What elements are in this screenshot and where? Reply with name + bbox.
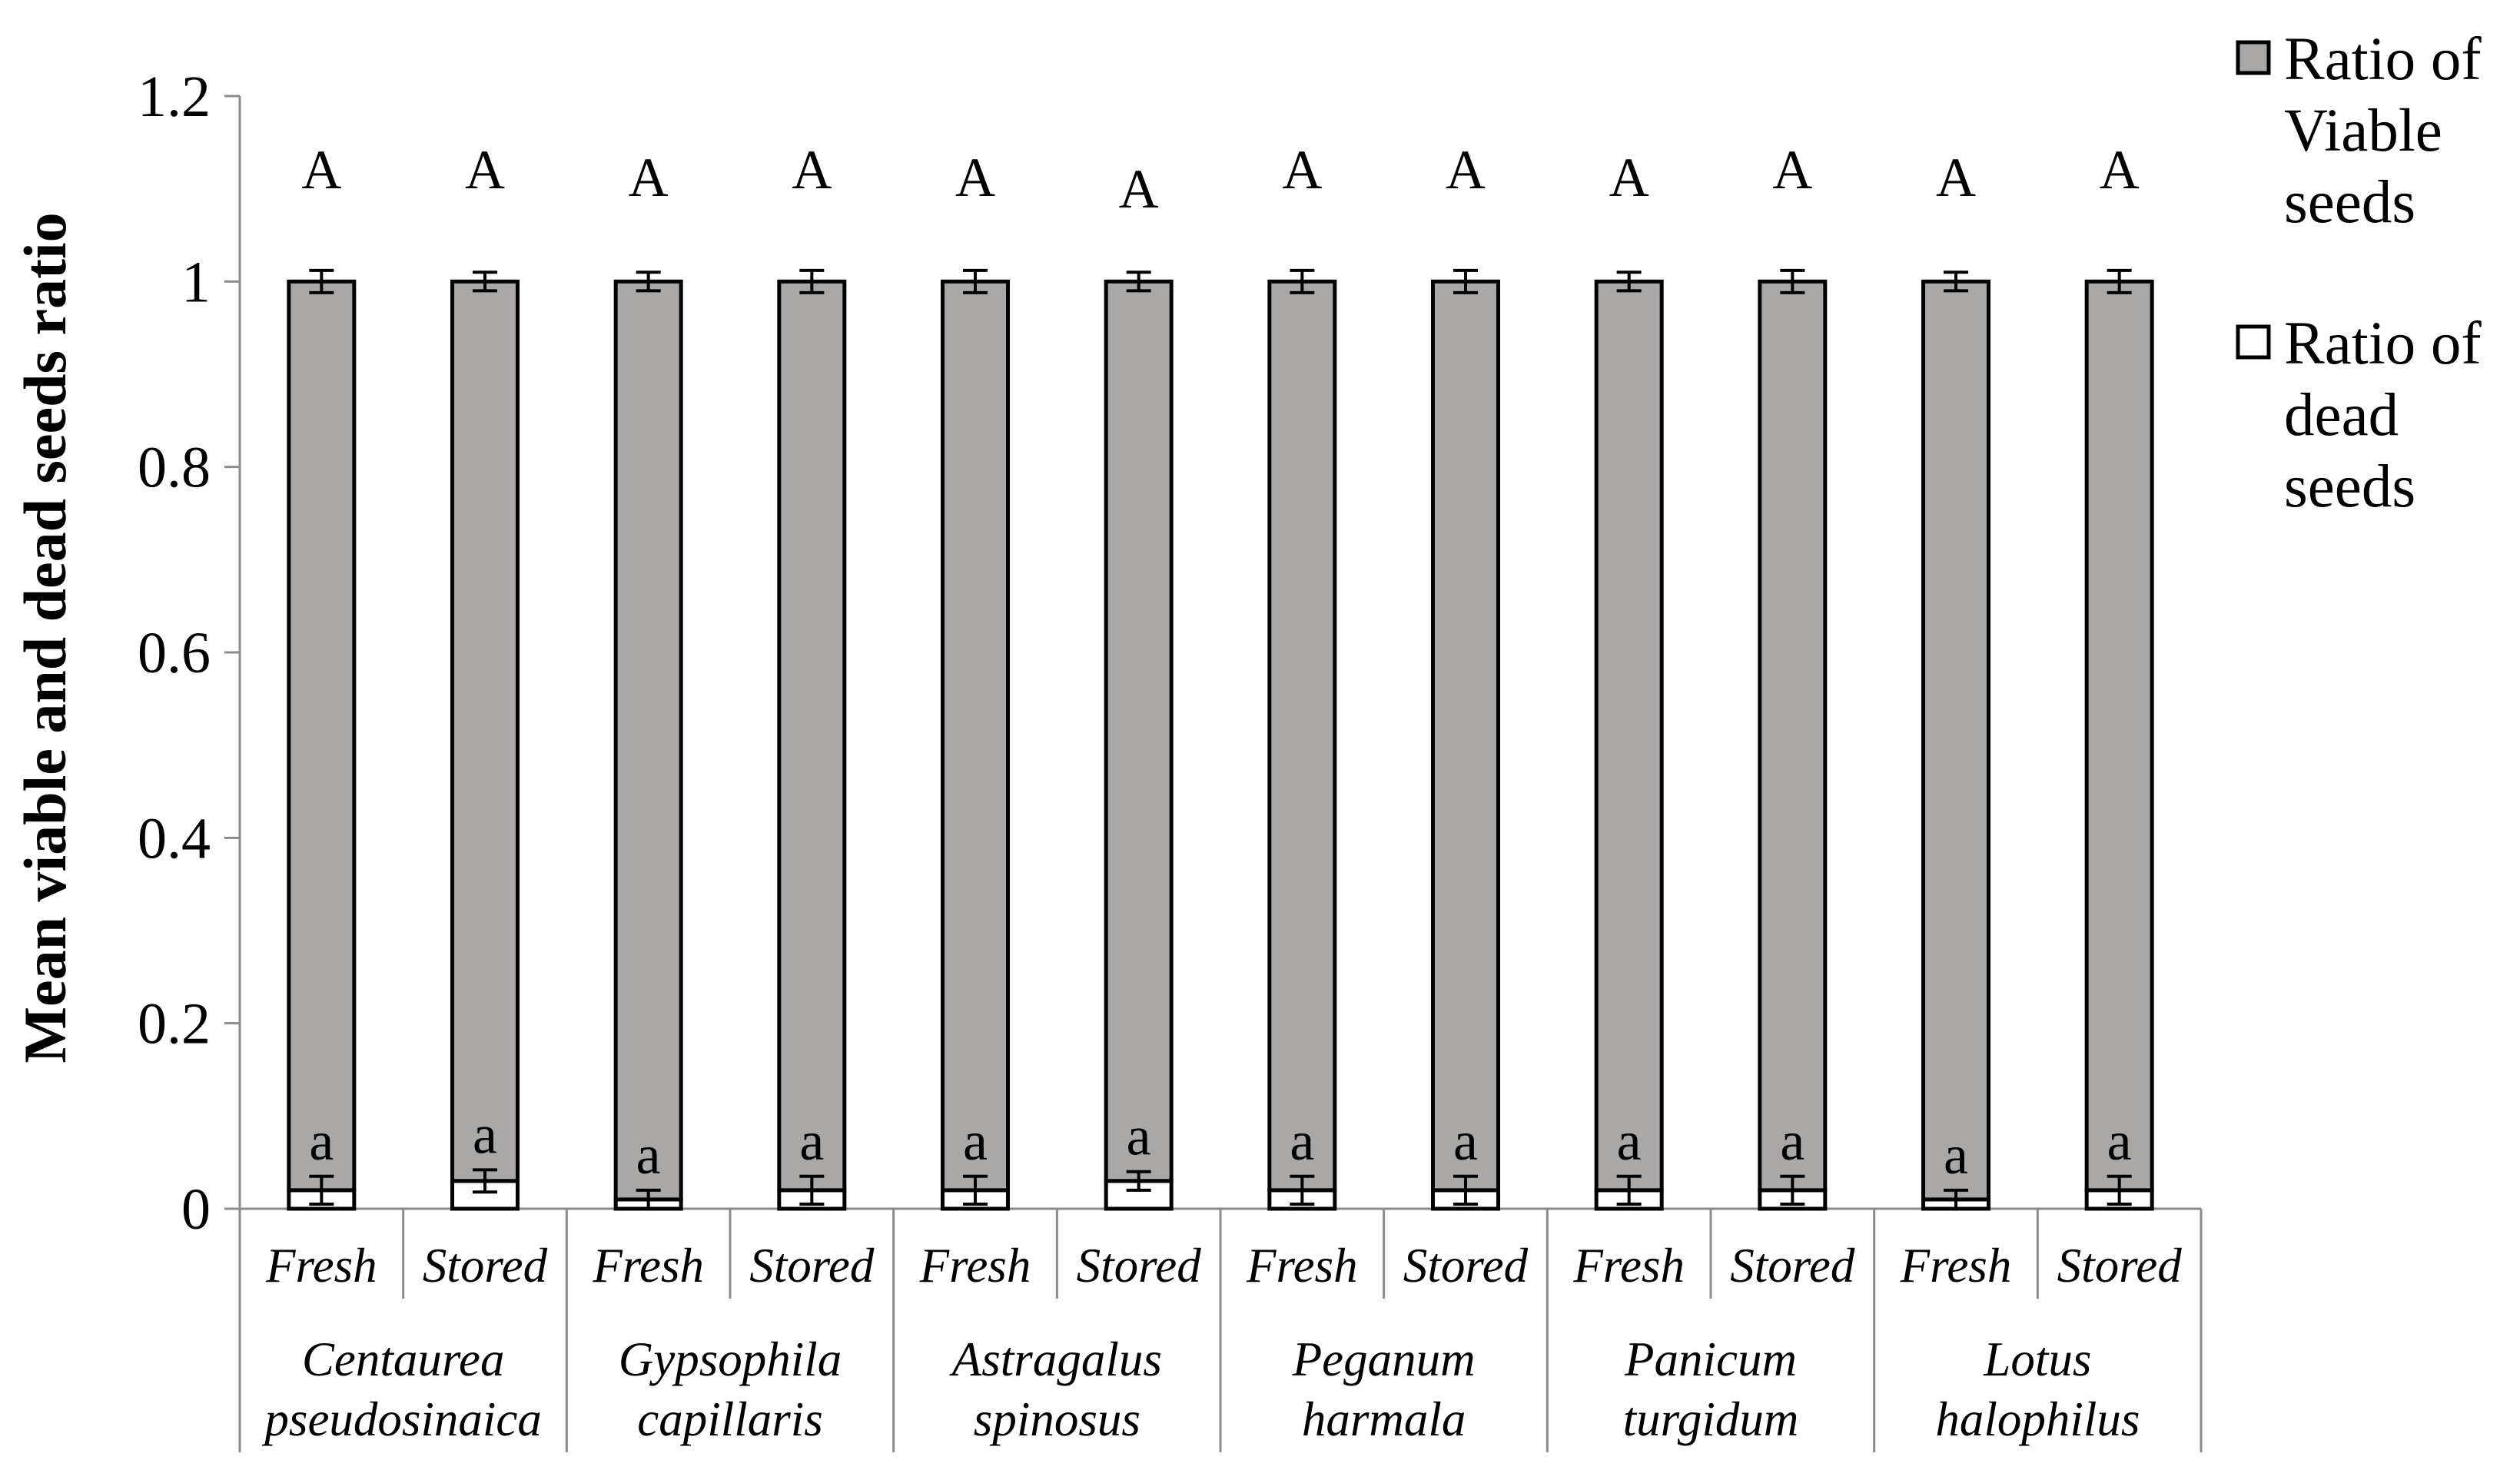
- significance-letter-viable: A: [2100, 139, 2140, 201]
- legend-label: Ratio of: [2284, 310, 2482, 377]
- legend-label: seeds: [2284, 453, 2415, 520]
- bar-viable-seeds: [1267, 279, 1337, 1193]
- group-label-line2: turgidum: [1623, 1392, 1799, 1446]
- significance-letter-viable: A: [301, 139, 341, 201]
- legend-label: dead: [2284, 382, 2399, 449]
- significance-letter-viable: A: [1282, 139, 1322, 201]
- y-tick-label: 0: [181, 1177, 211, 1242]
- bar-viable-seeds: [287, 279, 357, 1193]
- bar-viable-seeds: [613, 279, 683, 1202]
- y-tick-label: 0.4: [138, 806, 211, 871]
- group-label-line1: Peganum: [1292, 1332, 1476, 1386]
- y-tick-label: 0.8: [138, 436, 211, 500]
- bar-viable-seeds: [1594, 279, 1664, 1193]
- significance-letter-dead: a: [309, 1110, 334, 1172]
- bar-viable-seeds: [2084, 279, 2154, 1193]
- y-tick-label: 0.2: [138, 992, 211, 1057]
- significance-letter-dead: a: [963, 1110, 988, 1172]
- y-axis-title: Mean viable and dead seeds ratio: [12, 212, 78, 1063]
- group-label-line2: pseudosinaica: [261, 1392, 541, 1446]
- significance-letter-viable: A: [1609, 147, 1649, 208]
- significance-letter-dead: a: [1453, 1110, 1478, 1172]
- labels: Aa Fresh Aa Stored Aa Fresh Aa Stored Aa Fresh Aa S…: [261, 139, 2182, 1446]
- category-label: Stored: [1730, 1239, 1855, 1293]
- category-label: Stored: [1077, 1239, 1202, 1293]
- significance-letter-viable: A: [465, 139, 505, 201]
- category-label: Fresh: [592, 1239, 704, 1293]
- significance-letter-viable: A: [1119, 158, 1159, 220]
- category-label: Fresh: [1900, 1239, 2012, 1293]
- category-label: Fresh: [265, 1239, 377, 1293]
- category-label: Fresh: [1572, 1239, 1685, 1293]
- significance-letter-dead: a: [799, 1110, 824, 1172]
- legend-label: Ratio of: [2284, 26, 2482, 93]
- group-label-line1: Lotus: [1983, 1332, 2091, 1386]
- significance-letter-viable: A: [955, 147, 995, 208]
- bar-viable-seeds: [777, 279, 847, 1193]
- significance-letter-dead: a: [2107, 1110, 2132, 1172]
- significance-letter-dead: a: [1617, 1110, 1642, 1172]
- category-label: Fresh: [1246, 1239, 1358, 1293]
- significance-letter-viable: A: [1772, 139, 1812, 201]
- bar-viable-seeds: [1104, 279, 1174, 1183]
- bar-viable-seeds: [1921, 279, 1990, 1202]
- significance-letter-dead: a: [473, 1103, 497, 1165]
- group-label-line1: Astragalus: [949, 1332, 1162, 1386]
- significance-letter-dead: a: [636, 1124, 661, 1186]
- significance-letter-dead: a: [1944, 1124, 1968, 1186]
- category-label: Fresh: [919, 1239, 1031, 1293]
- category-label: Stored: [749, 1239, 875, 1293]
- significance-letter-dead: a: [1780, 1110, 1805, 1172]
- legend-label: Viable: [2284, 98, 2442, 164]
- group-label-line1: Gypsophila: [619, 1332, 842, 1386]
- bar-viable-seeds: [941, 279, 1010, 1193]
- group-label-line1: Panicum: [1624, 1332, 1797, 1386]
- category-label: Stored: [1403, 1239, 1529, 1293]
- group-label-line2: harmala: [1302, 1392, 1466, 1446]
- legend-swatch: [2236, 40, 2271, 75]
- group-label-line2: capillaris: [637, 1392, 823, 1446]
- y-tick-label: 0.6: [138, 621, 211, 685]
- significance-letter-dead: a: [1290, 1110, 1314, 1172]
- y-tick-label: 1: [181, 250, 211, 314]
- legend-label: seeds: [2284, 169, 2415, 236]
- axes: 0 0.2 0.4 0.6 0.8 1 1.2: [138, 65, 2203, 1452]
- group-label-line2: halophilus: [1935, 1392, 2140, 1446]
- category-label: Stored: [2057, 1239, 2183, 1293]
- significance-letter-viable: A: [792, 139, 832, 201]
- significance-letter-viable: A: [629, 147, 669, 208]
- bars: [287, 268, 2154, 1211]
- bar-viable-seeds: [1758, 279, 1828, 1193]
- group-label-line2: spinosus: [974, 1392, 1140, 1446]
- group-label-line1: Centaurea: [302, 1332, 505, 1386]
- significance-letter-viable: A: [1936, 147, 1976, 208]
- category-label: Stored: [423, 1239, 548, 1293]
- significance-letter-dead: a: [1127, 1106, 1151, 1167]
- legend-swatch: [2236, 324, 2271, 360]
- bar-viable-seeds: [450, 279, 520, 1183]
- bar-viable-seeds: [1431, 279, 1500, 1193]
- significance-letter-viable: A: [1446, 139, 1486, 201]
- y-tick-label: 1.2: [138, 65, 211, 129]
